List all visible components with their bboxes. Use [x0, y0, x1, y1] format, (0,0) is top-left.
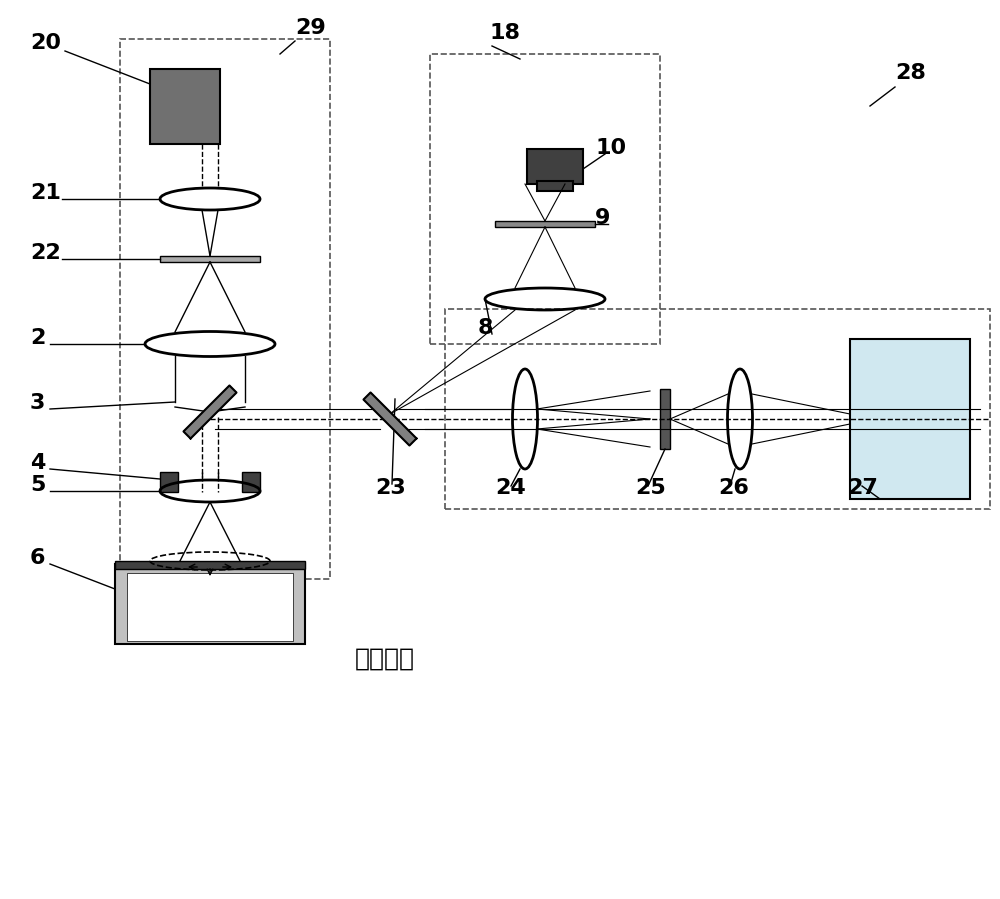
Bar: [115, 564, 305, 644]
Text: 8: 8: [478, 318, 494, 338]
Bar: [660, 389, 670, 449]
Bar: [445, 309, 990, 509]
Bar: [430, 54, 660, 344]
Text: 27: 27: [847, 478, 878, 498]
Text: 2: 2: [30, 328, 45, 348]
Text: 24: 24: [495, 478, 526, 498]
Text: 20: 20: [30, 33, 61, 53]
Bar: [527, 149, 583, 184]
Bar: [160, 256, 260, 262]
Text: 3: 3: [30, 393, 45, 413]
Polygon shape: [363, 393, 417, 446]
Bar: [160, 472, 178, 492]
Bar: [850, 339, 970, 499]
Bar: [115, 561, 305, 569]
Text: 9: 9: [595, 208, 610, 228]
Polygon shape: [183, 386, 237, 439]
Bar: [242, 472, 260, 492]
Text: 26: 26: [718, 478, 749, 498]
Text: 5: 5: [30, 475, 45, 495]
Text: 23: 23: [375, 478, 406, 498]
Text: 29: 29: [295, 18, 326, 38]
Text: 18: 18: [490, 23, 521, 43]
Text: 22: 22: [30, 243, 61, 263]
Text: 21: 21: [30, 183, 61, 203]
Text: 28: 28: [895, 63, 926, 83]
Bar: [120, 39, 330, 579]
Text: 振动样品: 振动样品: [355, 647, 415, 671]
Bar: [127, 573, 293, 641]
Bar: [150, 69, 220, 144]
Text: 25: 25: [635, 478, 666, 498]
Bar: [537, 181, 573, 191]
Text: 4: 4: [30, 453, 45, 473]
Text: 10: 10: [595, 138, 626, 158]
Bar: [495, 221, 595, 227]
Text: 6: 6: [30, 548, 46, 568]
